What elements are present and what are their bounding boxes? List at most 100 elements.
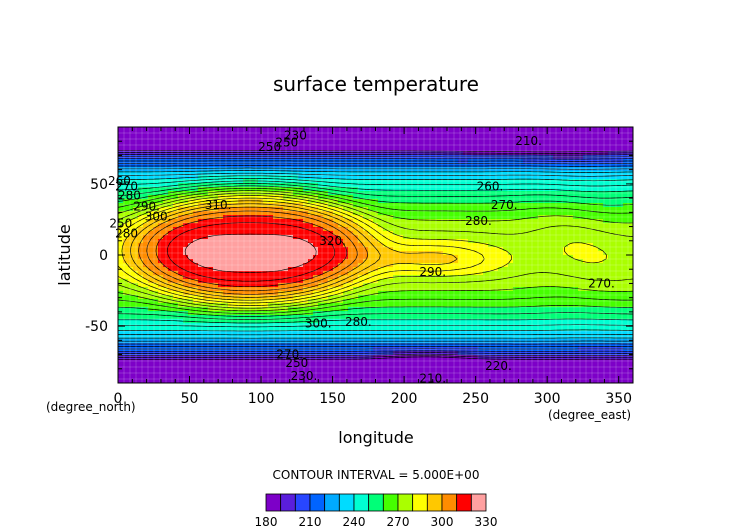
temperature-cell bbox=[493, 143, 499, 148]
temperature-cell bbox=[578, 303, 584, 308]
temperature-cell bbox=[428, 243, 434, 248]
temperature-cell bbox=[188, 151, 194, 156]
temperature-cell bbox=[188, 171, 194, 176]
temperature-cell bbox=[133, 191, 139, 196]
temperature-cell bbox=[138, 163, 144, 168]
temperature-cell bbox=[463, 195, 469, 200]
temperature-cell bbox=[193, 155, 199, 160]
temperature-cell bbox=[583, 203, 589, 208]
temperature-cell bbox=[553, 139, 559, 144]
temperature-cell bbox=[288, 143, 294, 148]
temperature-cell bbox=[153, 271, 159, 276]
temperature-cell bbox=[328, 175, 334, 180]
temperature-cell bbox=[578, 239, 584, 244]
temperature-cell bbox=[488, 311, 494, 316]
temperature-cell bbox=[528, 203, 534, 208]
temperature-cell bbox=[348, 207, 354, 212]
temperature-cell bbox=[528, 223, 534, 228]
temperature-cell bbox=[468, 219, 474, 224]
temperature-cell bbox=[513, 155, 519, 160]
temperature-cell bbox=[138, 247, 144, 252]
temperature-cell bbox=[558, 147, 564, 152]
temperature-cell bbox=[478, 167, 484, 172]
temperature-cell bbox=[268, 275, 274, 280]
temperature-cell bbox=[613, 231, 619, 236]
temperature-cell bbox=[443, 263, 449, 268]
temperature-cell bbox=[238, 287, 244, 292]
temperature-cell bbox=[233, 255, 239, 260]
temperature-cell bbox=[243, 231, 249, 236]
temperature-cell bbox=[163, 267, 169, 272]
temperature-cell bbox=[123, 315, 129, 320]
temperature-cell bbox=[288, 235, 294, 240]
temperature-cell bbox=[593, 267, 599, 272]
temperature-cell bbox=[428, 227, 434, 232]
temperature-cell bbox=[533, 167, 539, 172]
temperature-cell bbox=[363, 155, 369, 160]
temperature-cell bbox=[578, 179, 584, 184]
temperature-cell bbox=[473, 207, 479, 212]
temperature-cell bbox=[523, 203, 529, 208]
temperature-cell bbox=[373, 235, 379, 240]
temperature-cell bbox=[388, 195, 394, 200]
temperature-cell bbox=[163, 315, 169, 320]
temperature-cell bbox=[403, 199, 409, 204]
temperature-cell bbox=[468, 171, 474, 176]
temperature-cell bbox=[393, 187, 399, 192]
temperature-cell bbox=[138, 283, 144, 288]
temperature-cell bbox=[588, 299, 594, 304]
temperature-cell bbox=[378, 267, 384, 272]
temperature-cell bbox=[533, 259, 539, 264]
temperature-cell bbox=[553, 195, 559, 200]
temperature-cell bbox=[303, 147, 309, 152]
temperature-cell bbox=[253, 263, 259, 268]
temperature-cell bbox=[528, 139, 534, 144]
temperature-cell bbox=[548, 131, 554, 136]
temperature-cell bbox=[248, 243, 254, 248]
temperature-cell bbox=[198, 259, 204, 264]
temperature-cell bbox=[388, 243, 394, 248]
temperature-cell bbox=[293, 239, 299, 244]
temperature-cell bbox=[143, 295, 149, 300]
temperature-cell bbox=[293, 315, 299, 320]
temperature-cell bbox=[363, 235, 369, 240]
temperature-cell bbox=[523, 143, 529, 148]
temperature-cell bbox=[618, 195, 624, 200]
temperature-cell bbox=[123, 195, 129, 200]
temperature-cell bbox=[338, 143, 344, 148]
temperature-cell bbox=[498, 179, 504, 184]
temperature-cell bbox=[343, 239, 349, 244]
temperature-cell bbox=[303, 203, 309, 208]
temperature-cell bbox=[308, 143, 314, 148]
temperature-cell bbox=[273, 263, 279, 268]
temperature-cell bbox=[473, 231, 479, 236]
temperature-cell bbox=[213, 275, 219, 280]
temperature-cell bbox=[628, 179, 633, 184]
temperature-cell bbox=[228, 207, 234, 212]
temperature-cell bbox=[283, 171, 289, 176]
temperature-cell bbox=[308, 131, 314, 136]
temperature-cell bbox=[393, 203, 399, 208]
temperature-cell bbox=[368, 151, 374, 156]
temperature-cell bbox=[338, 183, 344, 188]
temperature-cell bbox=[383, 235, 389, 240]
temperature-cell bbox=[598, 251, 604, 256]
temperature-cell bbox=[143, 175, 149, 180]
temperature-cell bbox=[583, 283, 589, 288]
temperature-cell bbox=[468, 227, 474, 232]
temperature-cell bbox=[203, 151, 209, 156]
temperature-cell bbox=[598, 231, 604, 236]
temperature-cell bbox=[133, 139, 139, 144]
temperature-cell bbox=[323, 215, 329, 220]
temperature-cell bbox=[268, 207, 274, 212]
temperature-cell bbox=[583, 219, 589, 224]
temperature-cell bbox=[363, 151, 369, 156]
temperature-cell bbox=[528, 291, 534, 296]
temperature-cell bbox=[213, 191, 219, 196]
temperature-cell bbox=[388, 151, 394, 156]
temperature-cell bbox=[258, 139, 264, 144]
temperature-cell bbox=[508, 255, 514, 260]
temperature-cell bbox=[453, 303, 459, 308]
temperature-cell bbox=[423, 251, 429, 256]
temperature-cell bbox=[258, 175, 264, 180]
